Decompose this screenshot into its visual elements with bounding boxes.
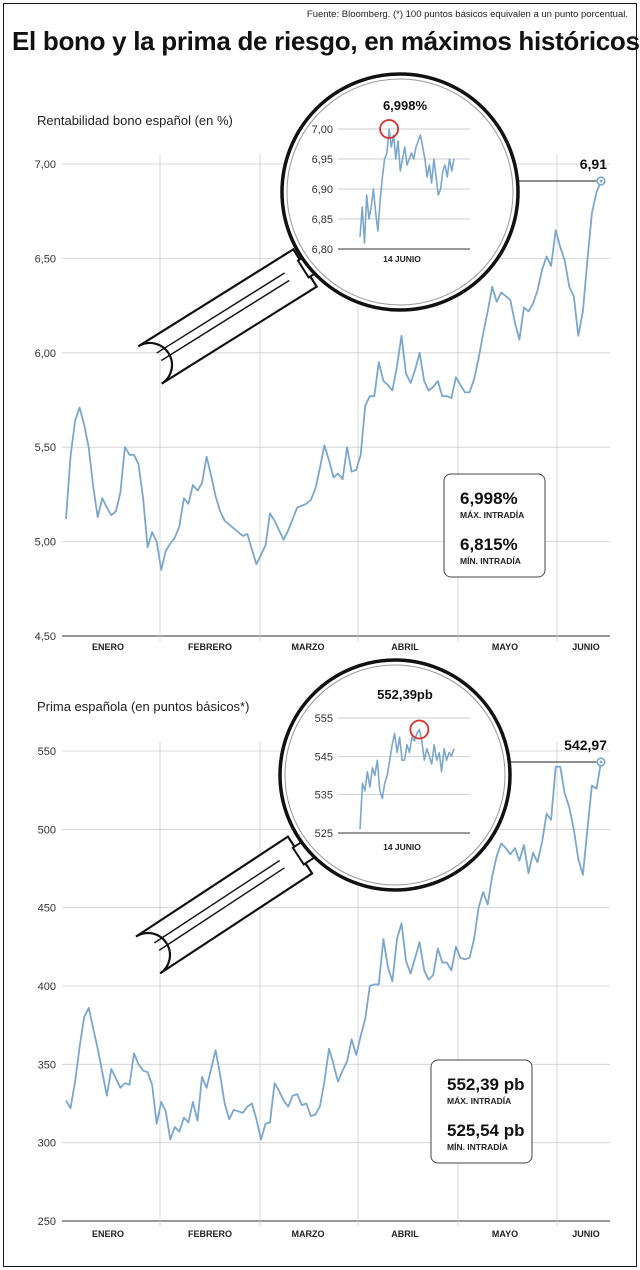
y-tick-label: 4,50 (35, 631, 56, 643)
month-label: JUNIO (572, 642, 600, 652)
zoom-date-label: 14 JUNIO (383, 842, 421, 852)
stats-box-frame (443, 473, 546, 578)
last-value-label: 6,91 (580, 156, 607, 172)
magnifier-handle (137, 247, 319, 385)
risk-stats-box: 552,39 pb MÁX. INTRADÍA 525,54 pb MÍN. INTR… (430, 1059, 533, 1164)
stat-min-value: 525,54 pb (447, 1121, 525, 1140)
month-label: ABRIL (391, 642, 419, 652)
y-tick-label: 500 (38, 824, 56, 836)
month-label: MARZO (292, 1229, 325, 1239)
month-label: ENERO (92, 1229, 124, 1239)
y-tick-label: 400 (38, 981, 56, 993)
bond-yield-chart: Rentabilidad bono español (en %) 7,00 6,5… (35, 72, 610, 652)
last-value-dot (599, 179, 603, 183)
zoom-y-tick-label: 555 (315, 713, 333, 725)
zoom-y-tick-label: 6,95 (312, 154, 333, 166)
month-label: MARZO (292, 642, 325, 652)
bond-stats-box: 6,998% MÁX. INTRADÍA 6,815% MÍN. INTRADÍA (443, 473, 546, 578)
zoom-y-tick-label: 545 (315, 751, 333, 763)
y-tick-label: 450 (38, 903, 56, 915)
month-label: FEBRERO (188, 1229, 232, 1239)
stat-max-value: 6,998% (460, 489, 518, 508)
zoom-y-tick-label: 535 (315, 790, 333, 802)
stat-max-label: MÁX. INTRADÍA (447, 1096, 511, 1106)
zoom-y-tick-label: 6,90 (312, 184, 333, 196)
month-label: FEBRERO (188, 642, 232, 652)
month-label: JUNIO (572, 1229, 600, 1239)
zoom-date-label: 14 JUNIO (383, 254, 421, 264)
risk-series (65, 761, 602, 1141)
y-tick-label: 6,50 (35, 253, 56, 265)
last-value-dot (599, 760, 603, 764)
stats-box-frame (430, 1059, 533, 1164)
zoom-y-tick-label: 7,00 (312, 124, 333, 136)
risk-chart-title: Prima española (en puntos básicos*) (37, 699, 249, 714)
y-tick-label: 5,50 (35, 442, 56, 454)
bond-series (65, 180, 602, 571)
zoom-series-line (359, 728, 455, 830)
month-label: ENERO (92, 642, 124, 652)
stat-min-label: MÍN. INTRADÍA (447, 1142, 508, 1152)
bond-chart-title: Rentabilidad bono español (en %) (37, 113, 233, 128)
y-tick-label: 550 (38, 746, 56, 758)
month-label: ABRIL (391, 1229, 419, 1239)
stat-max-label: MÁX. INTRADÍA (460, 510, 524, 520)
y-tick-label: 350 (38, 1059, 56, 1071)
y-tick-label: 7,00 (35, 159, 56, 171)
zoom-y-tick-label: 525 (315, 828, 333, 840)
y-tick-label: 250 (38, 1216, 56, 1228)
stat-max-value: 552,39 pb (447, 1075, 525, 1094)
zoom-series-line (359, 128, 455, 244)
magnifier-handle (135, 835, 314, 975)
y-tick-label: 6,00 (35, 348, 56, 360)
magnifier-lens-inner (286, 78, 514, 306)
handle-groove (154, 859, 281, 944)
month-label: MAYO (492, 642, 518, 652)
risk-magnifier: 555 545 535 525 552,39pb 14 JUNIO (135, 658, 512, 975)
handle-groove (158, 867, 285, 951)
month-label: MAYO (492, 1229, 518, 1239)
bond-magnifier: 7,00 6,95 6,90 6,85 6,80 6,998% 14 JUNIO (137, 72, 520, 385)
handle-groove (160, 279, 290, 362)
y-tick-label: 300 (38, 1138, 56, 1150)
source-note: Fuente: Bloomberg. (*) 100 puntos básico… (306, 9, 628, 20)
last-value-label: 542,97 (564, 737, 607, 753)
zoom-max-label: 6,998% (383, 98, 428, 113)
zoom-y-tick-label: 6,85 (312, 214, 333, 226)
zoom-max-highlight (379, 119, 399, 139)
series-line (65, 180, 602, 571)
y-tick-label: 5,00 (35, 537, 56, 549)
magnifier-lens (280, 72, 520, 312)
bond-last-value: 6,91 (503, 156, 607, 186)
zoom-max-label: 552,39pb (377, 687, 433, 702)
stat-min-label: MÍN. INTRADÍA (460, 556, 521, 566)
headline: El bono y la prima de riesgo, en máximos… (12, 26, 640, 56)
bond-y-axis: 7,00 6,50 6,00 5,50 5,00 4,50 (35, 159, 56, 643)
risk-last-value: 542,97 (495, 737, 607, 767)
handle-groove (156, 272, 285, 354)
risk-y-axis: 550 500 450 400 350 300 250 (38, 746, 56, 1228)
series-line (65, 761, 602, 1141)
stat-min-value: 6,815% (460, 535, 518, 554)
magnifier-lens-inner (284, 664, 506, 886)
zoom-y-tick-label: 6,80 (312, 244, 333, 256)
zoom-max-highlight (409, 719, 430, 740)
